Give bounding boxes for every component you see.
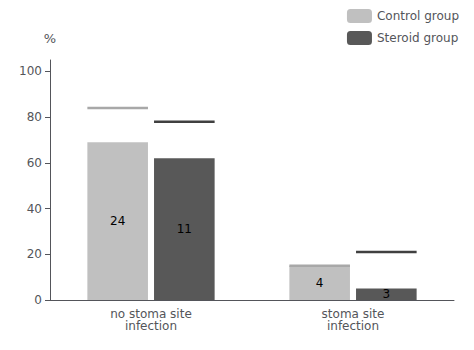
- svg-text:stoma site: stoma site: [321, 307, 385, 321]
- svg-text:100: 100: [19, 64, 42, 78]
- svg-text:Steroid group: Steroid group: [377, 31, 458, 45]
- svg-text:20: 20: [27, 247, 42, 261]
- svg-text:Control group: Control group: [377, 9, 459, 23]
- svg-text:60: 60: [27, 156, 42, 170]
- svg-text:%: %: [44, 31, 56, 46]
- svg-text:11: 11: [177, 222, 192, 236]
- svg-text:3: 3: [383, 287, 391, 301]
- svg-text:infection: infection: [327, 319, 379, 333]
- svg-text:80: 80: [27, 110, 42, 124]
- svg-text:24: 24: [110, 214, 125, 228]
- svg-text:40: 40: [27, 202, 42, 216]
- svg-text:infection: infection: [125, 319, 177, 333]
- svg-text:4: 4: [316, 276, 324, 290]
- svg-text:no stoma site: no stoma site: [110, 307, 192, 321]
- svg-text:0: 0: [34, 293, 42, 307]
